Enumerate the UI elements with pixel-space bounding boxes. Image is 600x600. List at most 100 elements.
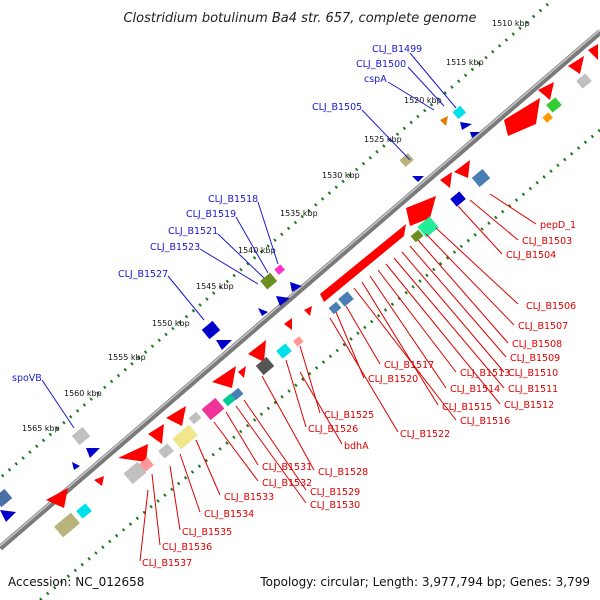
gene-block [76,503,92,519]
gene-label-clj-b1530: CLJ_B1530 [310,500,360,511]
gene-arrow [568,56,584,74]
tick-label-1515: 1515 kbp [446,58,484,67]
gene-arrow [238,366,246,378]
gene-block [201,397,225,421]
gene-block [410,229,424,243]
gene-arrow [0,510,16,522]
gene-label-clj-b1513: CLJ_B1513 [460,368,510,379]
gene-arrow [504,98,540,136]
gene-block [546,97,562,113]
forward-gene-labels: CLJ_B1499 CLJ_B1500 cspA CLJ_B1505 CLJ_B… [12,44,422,384]
gene-label-clj-b1535: CLJ_B1535 [182,527,232,538]
gene-arrow [412,176,424,182]
gene-arrow [284,318,292,330]
gene-block [123,461,147,485]
reverse-callout-lines [139,193,537,562]
tick-label-1510: 1510 kbp [492,19,530,28]
gene-arrow [216,340,232,350]
reverse-features [46,44,598,538]
gene-label-clj-b1518: CLJ_B1518 [208,194,258,205]
gene-label-clj-b1514: CLJ_B1514 [450,384,500,395]
genome-backbone-highlight [0,29,600,547]
gene-label-clj-b1522: CLJ_B1522 [400,429,450,440]
gene-arrow [460,122,472,130]
genome-backbone [0,29,600,551]
gene-block [274,264,285,275]
gene-label-clj-b1527: CLJ_B1527 [118,269,168,280]
forward-callout-lines [41,52,457,429]
tick-label-1520: 1520 kbp [404,96,442,105]
outer-tick-ring [0,2,549,480]
gene-label-clj-b1536: CLJ_B1536 [162,542,212,553]
gene-block [188,411,202,425]
tick-label-1535: 1535 kbp [280,209,318,218]
gene-label-clj-b1520: CLJ_B1520 [368,374,418,385]
tick-label-1555: 1555 kbp [108,353,146,362]
gene-label-clj-b1505: CLJ_B1505 [312,102,362,113]
tick-label-1545: 1545 kbp [196,282,234,291]
gene-label-spovb: spoVB [12,373,42,384]
gene-block [338,291,354,307]
gene-arrow [166,406,186,426]
gene-label-clj-b1521: CLJ_B1521 [168,226,218,237]
gene-block [471,168,491,188]
reverse-gene-labels: pepD_1 CLJ_B1503 CLJ_B1504 CLJ_B1506 CLJ… [142,220,576,569]
gene-label-clj-b1517: CLJ_B1517 [384,360,434,371]
gene-label-clj-b1516: CLJ_B1516 [460,416,510,427]
inner-tick-ring [39,128,600,600]
gene-label-clj-b1537: CLJ_B1537 [142,558,192,569]
gene-label-clj-b1507: CLJ_B1507 [518,321,568,332]
gene-label-clj-b1499: CLJ_B1499 [372,44,422,55]
gene-arrow [454,160,470,178]
gene-label-clj-b1515: CLJ_B1515 [442,402,492,413]
gene-block [71,426,91,446]
gene-label-clj-b1532: CLJ_B1532 [262,478,312,489]
gene-label-clj-b1529: CLJ_B1529 [310,487,360,498]
gene-label-clj-b1512: CLJ_B1512 [504,400,554,411]
gene-arrow [118,444,148,462]
gene-block [158,443,174,459]
gene-block [417,216,439,238]
gene-label-clj-b1534: CLJ_B1534 [204,509,254,520]
gene-block [255,356,275,376]
tick-label-1560: 1560 kbp [64,389,102,398]
gene-arrow [440,172,452,188]
gene-arrow [248,340,266,362]
gene-arrow [72,462,80,470]
gene-arrow [94,476,104,486]
gene-label-clj-b1510: CLJ_B1510 [508,368,558,379]
gene-label-clj-b1504: CLJ_B1504 [506,250,556,261]
tick-labels: 1510 kbp 1515 kbp 1520 kbp 1525 kbp 1530… [22,19,530,433]
tick-label-1550: 1550 kbp [152,319,190,328]
gene-block [328,301,342,315]
gene-arrow [588,44,598,60]
gene-arrow [320,224,406,302]
gene-label-clj-b1528: CLJ_B1528 [318,467,368,478]
gene-block [452,105,467,120]
gene-arrow [258,308,268,316]
gene-arrow [290,282,302,292]
gene-block [201,320,221,340]
gene-arrow [86,448,100,458]
gene-label-cspa: cspA [364,74,387,85]
gene-block [450,191,466,207]
gene-label-clj-b1509: CLJ_B1509 [510,353,560,364]
gene-arrow [440,116,448,126]
gene-label-clj-b1508: CLJ_B1508 [512,339,562,350]
gene-arrow [46,488,68,508]
forward-features [0,105,480,522]
gene-arrow [148,424,164,444]
gene-block [293,336,304,347]
gene-block [576,73,592,89]
gene-block [260,272,278,290]
gene-arrow [304,306,312,316]
gene-label-clj-b1511: CLJ_B1511 [508,384,558,395]
gene-label-clj-b1533: CLJ_B1533 [224,492,274,503]
gene-label-clj-b1526: CLJ_B1526 [308,424,358,435]
gene-label-clj-b1500: CLJ_B1500 [356,59,406,70]
tick-label-1565: 1565 kbp [22,424,60,433]
topology-text: Topology: circular; Length: 3,977,794 bp… [259,575,590,589]
map-title: Clostridium botulinum Ba4 str. 657, comp… [123,11,476,26]
gene-block [399,153,414,168]
